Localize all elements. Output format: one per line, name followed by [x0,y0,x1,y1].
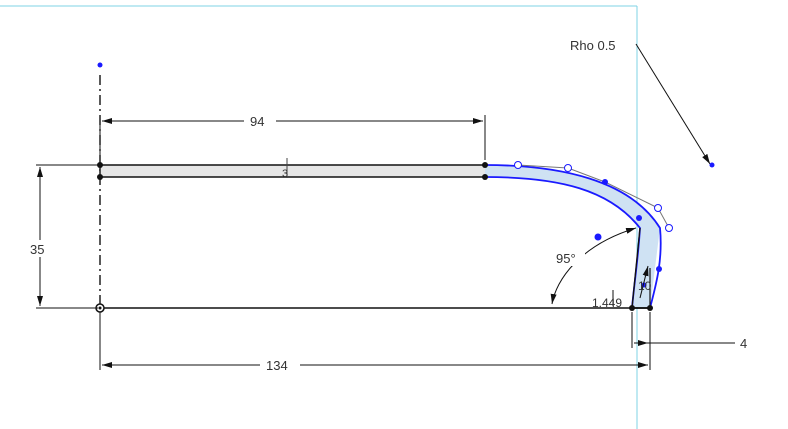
sketch-point[interactable] [482,174,488,180]
rho-point[interactable] [709,162,715,168]
control-point-open[interactable] [665,224,673,232]
angle-point[interactable] [594,233,602,241]
control-point-open[interactable] [514,161,522,169]
dim-4-label[interactable]: 4 [740,336,747,351]
sketch-point[interactable] [97,162,103,168]
curve-face[interactable] [485,165,660,308]
control-point[interactable] [636,215,642,221]
small-dim-label[interactable]: 1.449 [592,296,622,310]
dim-35-label[interactable]: 35 [30,242,44,257]
dim-134-label[interactable]: 134 [266,358,288,373]
sketch-point[interactable] [647,305,653,311]
rho-leader [635,43,711,165]
control-point-open[interactable] [654,204,662,212]
conic-control-line-2 [567,167,606,183]
thickness-glyph: 3 [282,168,288,180]
rho-label[interactable]: Rho 0.5 [570,38,616,53]
control-point-open[interactable] [564,164,572,172]
outer-conic-curve[interactable] [484,164,662,309]
small-dim-arrow [639,265,649,299]
conic-control-line [517,164,569,169]
centerline-endpoint[interactable] [97,62,103,68]
control-point[interactable] [602,179,608,185]
sketch-point[interactable] [97,174,103,180]
sketch-point[interactable] [482,162,488,168]
dim-95-label[interactable]: 95° [556,251,576,266]
control-point[interactable] [656,266,662,272]
origin-point-center [98,306,102,310]
small-dim-label-2[interactable]: 10 [638,279,652,293]
conic-control-line-3 [604,181,659,209]
top-bar-face[interactable] [100,165,485,177]
sketch-point[interactable] [629,305,635,311]
dim-94-label[interactable]: 94 [250,114,264,129]
